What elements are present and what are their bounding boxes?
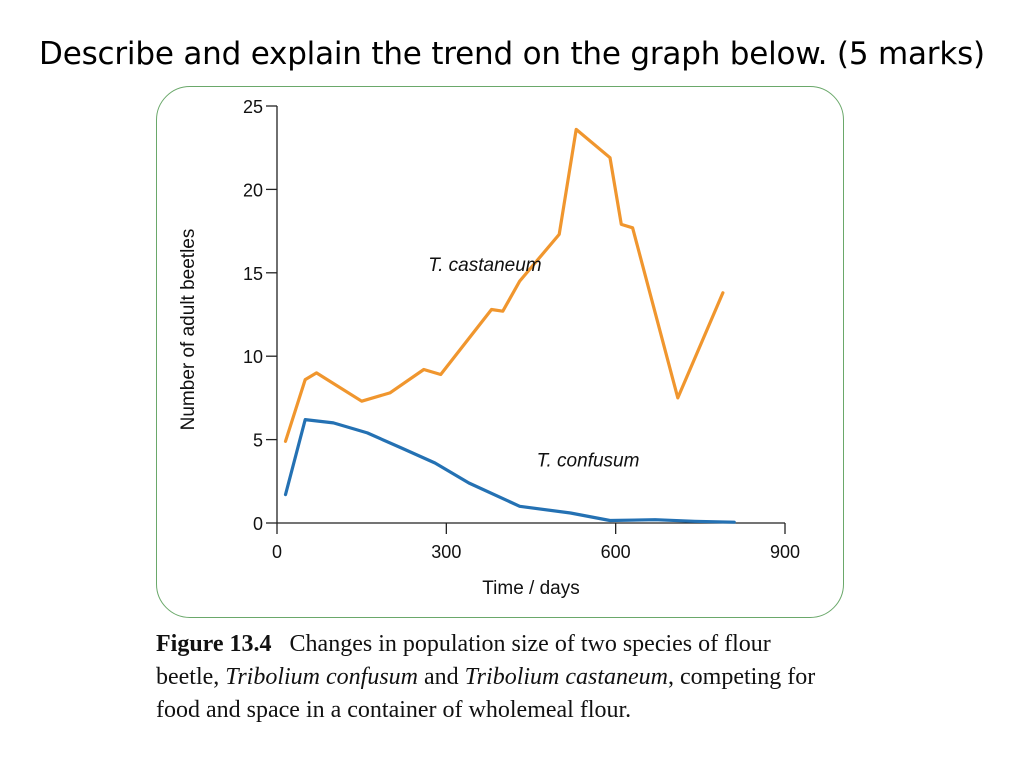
series-line-castaneum [283,127,725,443]
y-tick-label: 20 [243,180,263,200]
x-tick-label: 0 [272,542,282,562]
y-tick-label: 15 [243,264,263,284]
y-tick-label: 10 [243,347,263,367]
series-label-confusum: T. confusum [537,450,640,471]
caption-text: , competing for food and space in a cont… [156,664,816,723]
chart-frame: 0 5 10 15 20 25 0 300 600 900 Time / days Number of… [156,86,844,618]
x-tick-label: 900 [770,542,800,562]
x-tick-label: 300 [431,542,461,562]
figure-label: Figure 13.4 [156,631,272,657]
species-castaneum-name: Tribolium castaneum [464,664,668,690]
figure-caption: Figure 13.4 Changes in population size of… [156,628,816,727]
y-tick-label: 25 [243,97,263,117]
line-chart: 0 5 10 15 20 25 0 300 600 900 Time / days Number of… [178,97,800,599]
x-tick-label: 600 [601,542,631,562]
species-confusum-name: Tribolium confusum [225,664,418,690]
y-axis-label: Number of adult beetles [178,229,199,431]
series-line-confusum [283,418,736,524]
y-tick-label: 0 [253,514,263,534]
caption-text: and [418,664,465,690]
series-label-castaneum: T. castaneum [428,255,541,276]
y-tick-label: 5 [253,431,263,451]
caption-text: Changes in population size of two specie… [156,631,771,690]
x-axis-label: Time / days [482,578,580,599]
question-heading: Describe and explain the trend on the gr… [39,36,985,72]
